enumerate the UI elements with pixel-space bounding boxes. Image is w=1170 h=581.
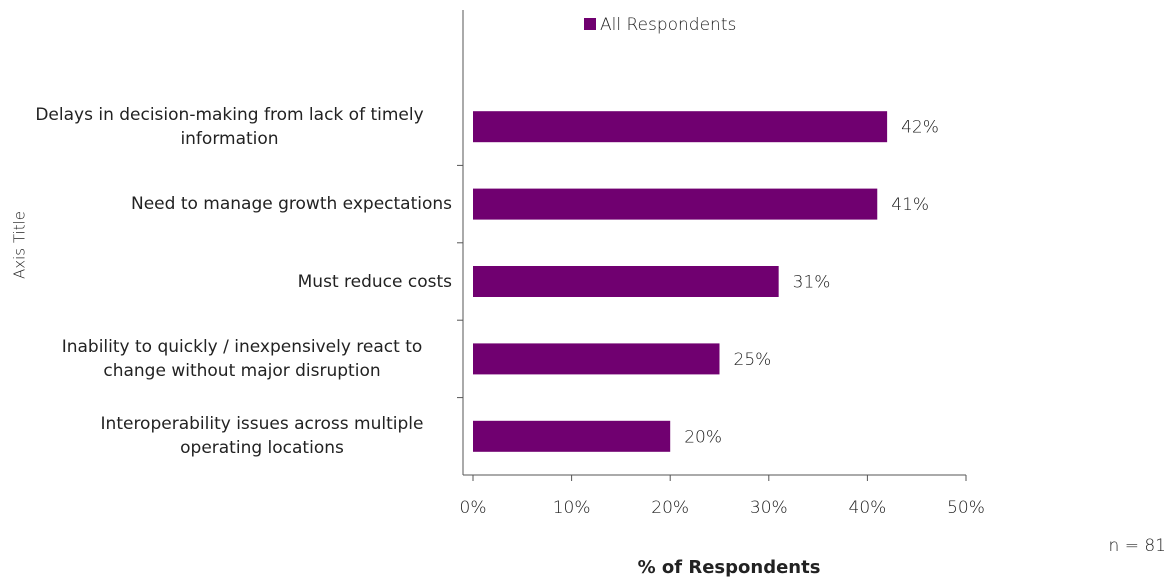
bar xyxy=(473,111,888,143)
y-axis-title: Axis Title xyxy=(11,211,29,279)
category-label-box: Inability to quickly / inexpensively rea… xyxy=(0,329,452,389)
x-tick-label: 0% xyxy=(460,498,487,518)
bar xyxy=(473,266,779,297)
category-label-box: Need to manage growth expectations xyxy=(0,174,452,234)
bar xyxy=(473,188,878,220)
value-label: 41% xyxy=(891,195,929,215)
value-label: 31% xyxy=(793,273,831,293)
category-label-box: Interoperability issues across multiple … xyxy=(0,406,452,466)
x-axis-title: % of Respondents xyxy=(638,557,821,578)
bar xyxy=(473,420,671,452)
y-tick-label: Need to manage growth expectations xyxy=(131,194,452,215)
y-tick-label: Interoperability issues across multiple … xyxy=(100,414,424,459)
value-label: 42% xyxy=(901,118,939,138)
x-tick-label: 30% xyxy=(750,498,788,518)
annotation: n = 81 xyxy=(1109,536,1166,556)
bar xyxy=(473,343,720,375)
x-tick-label: 50% xyxy=(947,498,985,518)
x-tick-label: 10% xyxy=(553,498,591,518)
y-tick-label: Delays in decision-making from lack of t… xyxy=(35,104,424,149)
value-label: 25% xyxy=(734,350,772,370)
y-tick-label: Must reduce costs xyxy=(297,271,452,292)
legend-swatch xyxy=(584,18,596,30)
y-tick-label: Inability to quickly / inexpensively rea… xyxy=(61,336,423,381)
category-label-box: Must reduce costs xyxy=(0,252,452,312)
x-tick-label: 40% xyxy=(849,498,887,518)
value-label: 20% xyxy=(684,427,722,447)
x-tick-label: 20% xyxy=(651,498,689,518)
legend-label: All Respondents xyxy=(600,15,736,35)
category-label-box: Delays in decision-making from lack of t… xyxy=(0,97,452,157)
